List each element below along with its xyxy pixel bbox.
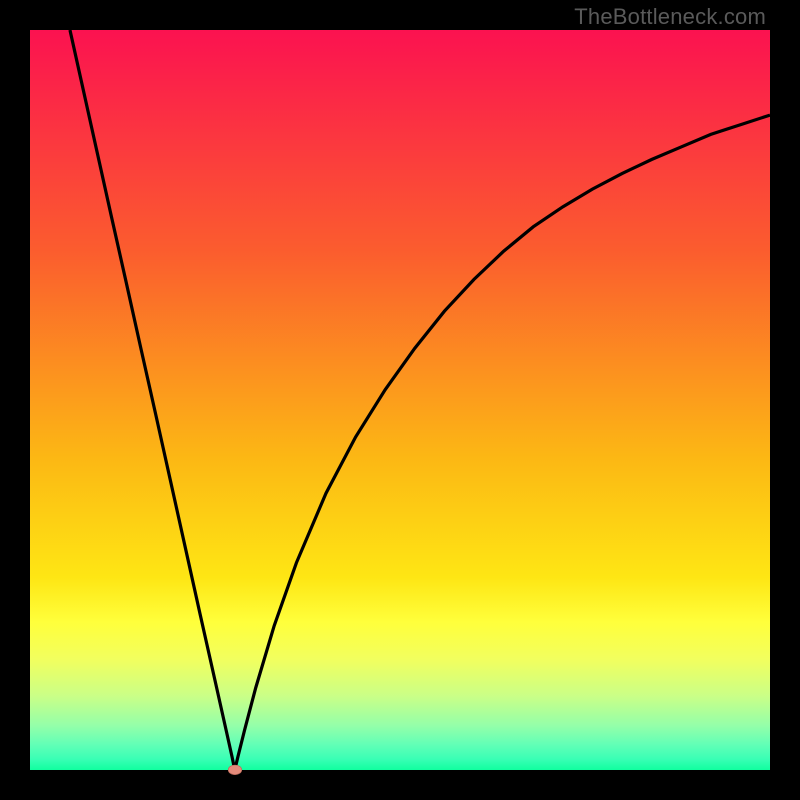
optimum-marker — [228, 765, 242, 775]
chart-frame: TheBottleneck.com — [0, 0, 800, 800]
bottleneck-curve-svg — [30, 30, 770, 770]
plot-area — [30, 30, 770, 770]
bottleneck-curve — [70, 30, 770, 770]
watermark-text: TheBottleneck.com — [574, 4, 766, 30]
